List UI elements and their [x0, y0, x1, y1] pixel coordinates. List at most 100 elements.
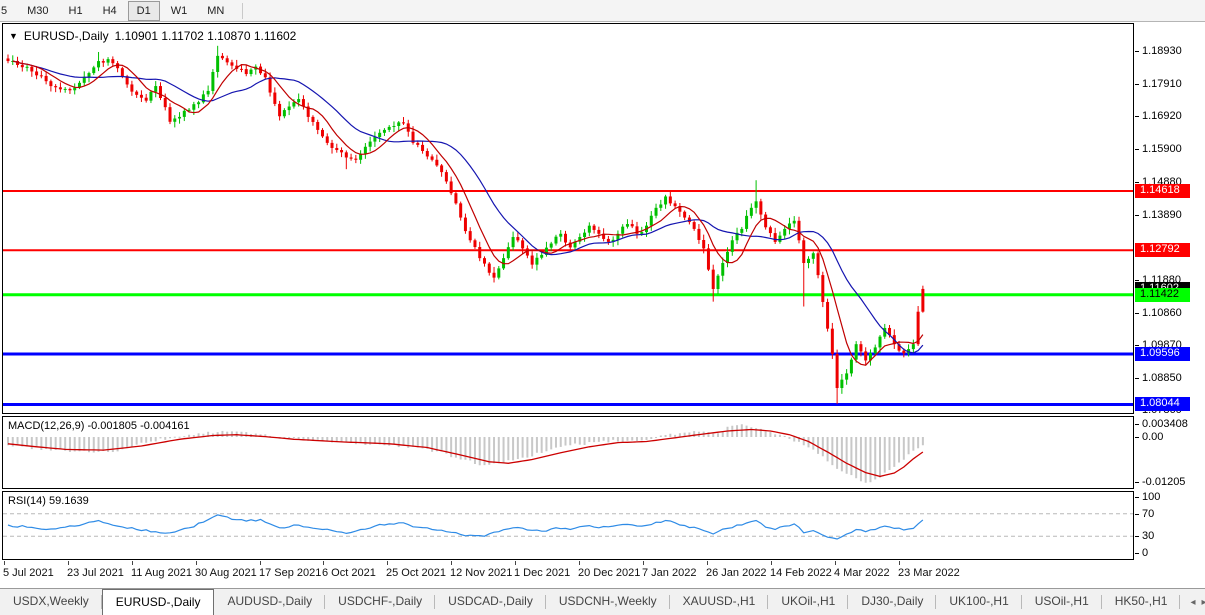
chart-tab-usdcnh-weekly[interactable]: USDCNH-,Weekly: [546, 589, 670, 615]
axis-tick: [1135, 345, 1139, 347]
macd-signal-line: [7, 428, 924, 478]
toolbar-separator: [242, 2, 244, 19]
axis-tick-label: 30: [1142, 530, 1155, 543]
tab-scroll-left-icon[interactable]: ◂: [1190, 596, 1196, 608]
chart-tab-uk100-h1[interactable]: UK100-,H1: [936, 589, 1023, 615]
timeframe-button-w1[interactable]: W1: [170, 4, 188, 17]
date-axis: 5 Jul 2021 23 Jul 2021 11 Aug 2021 30 Aug 2…: [0, 561, 1205, 588]
timeframe-button-5[interactable]: 5: [1, 4, 8, 17]
macd-panel[interactable]: MACD(12,26,9) -0.001805 -0.004161: [2, 416, 1134, 489]
date-label: 17 Sep 2021: [259, 567, 322, 579]
date-label: 20 Dec 2021: [578, 567, 641, 579]
hline-price-badge: 1.14618: [1135, 184, 1190, 198]
chart-tab-audusd-daily[interactable]: AUDUSD-,Daily: [214, 589, 325, 615]
chevron-down-icon[interactable]: ▼: [9, 31, 18, 41]
timeframe-button-m30[interactable]: M30: [27, 4, 49, 17]
date-tick: [132, 561, 133, 565]
axis-tick-label: 100: [1142, 491, 1161, 503]
date-tick: [387, 561, 388, 565]
ma-slow-line: [12, 60, 924, 354]
candlestick-chart[interactable]: [3, 24, 1133, 413]
date-tick: [899, 561, 900, 565]
axis-tick: [1135, 84, 1139, 86]
date-label: 25 Oct 2021: [386, 567, 446, 579]
chart-tab-usdcad-daily[interactable]: USDCAD-,Daily: [435, 589, 546, 615]
date-label: 26 Jan 2022: [706, 567, 767, 579]
axis-tick-label: 1.13890: [1142, 208, 1182, 221]
axis-tick-label: 1.10860: [1142, 307, 1182, 319]
macd-chart: [7, 424, 924, 483]
ma-fast-line: [12, 60, 924, 366]
date-tick: [515, 561, 516, 565]
axis-tick: [1135, 51, 1139, 52]
axis-tick: [1135, 437, 1139, 438]
date-tick: [835, 561, 836, 565]
tab-scroll-right-icon[interactable]: ▸: [1201, 596, 1205, 608]
hline-price-badge: 1.09596: [1135, 347, 1190, 362]
timeframe-button-d1[interactable]: D1: [127, 0, 160, 21]
tab-scroll-arrows: ◂ ▸: [1180, 589, 1205, 615]
axis-tick: [1135, 536, 1139, 538]
axis-tick-label: 1.08850: [1142, 372, 1182, 385]
axis-tick: [1135, 313, 1139, 314]
chart-tab-bar: USDX,Weekly EURUSD-,Daily AUDUSD-,Daily USD…: [0, 588, 1205, 615]
axis-tick: [1135, 279, 1139, 281]
axis-tick-label: 0: [1142, 547, 1149, 559]
chart-tab-usdchf-daily[interactable]: USDCHF-,Daily: [325, 589, 436, 615]
chart-tab-usoil-h1[interactable]: USOil-,H1: [1022, 589, 1102, 615]
chart-tab-usdx-weekly[interactable]: USDX,Weekly: [0, 589, 102, 615]
chart-tab-dj30-daily[interactable]: DJ30-,Daily: [848, 589, 937, 615]
axis-tick-label: 70: [1142, 507, 1155, 520]
axis-tick: [1135, 553, 1139, 554]
chart-title: ▼ EURUSD-,Daily 1.10901 1.11702 1.10870 …: [9, 29, 296, 43]
axis-tick-label: 0.00: [1142, 431, 1164, 443]
chart-symbol-label: EURUSD-,Daily: [23, 29, 109, 43]
axis-tick: [1135, 513, 1139, 515]
axis-tick: [1135, 182, 1139, 184]
axis-tick: [1135, 116, 1139, 118]
date-label: 7 Jan 2022: [642, 567, 697, 579]
date-tick: [707, 561, 708, 565]
price-chart-panel[interactable]: ▼ EURUSD-,Daily 1.10901 1.11702 1.10870 …: [2, 23, 1134, 414]
price-axis: 1.18930 1.17910 1.16920 1.15900 1.14880 1.138…: [1135, 23, 1205, 561]
chart-tab-xauusd-h1[interactable]: XAUUSD-,H1: [670, 589, 769, 615]
axis-tick: [1135, 424, 1139, 426]
axis-tick: [1135, 482, 1139, 484]
rsi-panel[interactable]: RSI(14) 59.1639: [2, 491, 1134, 560]
macd-label: MACD(12,26,9) -0.001805 -0.004161: [8, 420, 190, 432]
date-tick: [323, 561, 324, 565]
date-label: 5 Jul 2021: [3, 567, 54, 579]
axis-tick-label: 0.003408: [1142, 418, 1188, 431]
date-tick: [4, 561, 5, 565]
date-label: 14 Feb 2022: [770, 567, 832, 579]
timeframe-button-mn[interactable]: MN: [207, 4, 225, 17]
date-tick: [771, 561, 772, 565]
date-label: 11 Aug 2021: [131, 567, 192, 579]
timeframe-button-h1[interactable]: H1: [68, 4, 83, 17]
axis-tick-label: -0.01205: [1142, 476, 1186, 489]
axis-tick-label: 1.16920: [1142, 110, 1182, 123]
timeframe-button-h4[interactable]: H4: [102, 4, 117, 17]
chart-ohlc-values: 1.10901 1.11702 1.10870 1.11602: [114, 29, 297, 43]
axis-tick: [1135, 378, 1139, 380]
chart-tab-hk50-h1[interactable]: HK50-,H1: [1102, 589, 1181, 615]
axis-tick-label: 1.17910: [1142, 78, 1182, 91]
hline-price-badge: 1.08044: [1135, 397, 1190, 412]
axis-tick: [1135, 497, 1139, 498]
date-label: 12 Nov 2021: [450, 567, 513, 579]
date-tick: [643, 561, 644, 565]
date-tick: [260, 561, 261, 565]
hline-price-badge: 1.12792: [1135, 243, 1190, 258]
date-label: 1 Dec 2021: [514, 567, 571, 579]
date-label: 4 Mar 2022: [834, 567, 890, 579]
chart-tab-ukoil-h1[interactable]: UKOil-,H1: [768, 589, 849, 615]
date-tick: [579, 561, 580, 565]
date-tick: [68, 561, 69, 565]
rsi-label: RSI(14) 59.1639: [8, 495, 89, 507]
date-label: 6 Oct 2021: [322, 567, 376, 579]
date-label: 23 Mar 2022: [898, 567, 960, 579]
hline-price-badge: 1.11422: [1135, 287, 1190, 302]
date-tick: [196, 561, 197, 565]
chart-tab-eurusd-daily[interactable]: EURUSD-,Daily: [101, 589, 215, 615]
